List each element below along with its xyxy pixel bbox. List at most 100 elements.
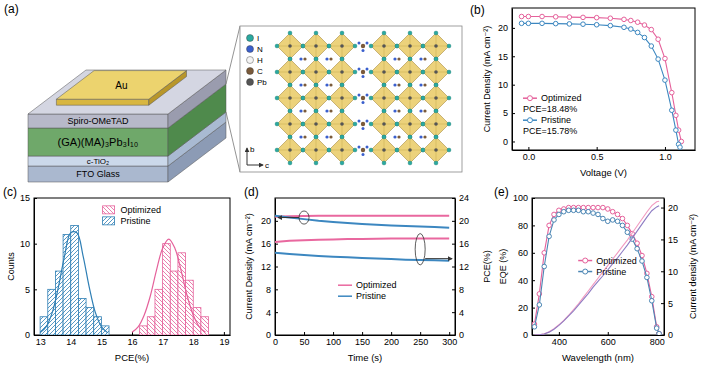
data-point — [656, 37, 661, 42]
tick-mark — [608, 332, 609, 335]
atom-i — [340, 83, 344, 87]
atom-n — [419, 109, 422, 112]
atom-i — [275, 96, 279, 100]
atom-i — [447, 122, 451, 126]
legend-label: Pristine — [356, 291, 386, 301]
legend: OptimizedPristine — [578, 256, 637, 277]
octahedron-edge — [397, 59, 423, 85]
atom-pb — [288, 148, 292, 152]
tick: 10 — [661, 267, 678, 277]
data-point — [542, 264, 547, 269]
chart: 0.00.51.005101520Voltage (V)Current Dens… — [470, 3, 696, 178]
atom-n — [366, 42, 369, 45]
tick-label: 0 — [668, 330, 673, 340]
atom-i — [275, 148, 279, 152]
tick-label: 5 — [25, 285, 30, 295]
tick-mark — [452, 312, 455, 313]
chart: 40060080002040608010005101520Wavelength … — [494, 185, 698, 363]
atom-i — [434, 135, 438, 139]
tick-label: 0.5 — [591, 152, 604, 162]
schematic: (a)FTO Glassc-TiO₂(GA)(MA)₃Pb₃I₁₀Spiro-O… — [4, 2, 462, 182]
tick-label: 16 — [261, 239, 271, 249]
octahedron — [303, 85, 329, 111]
tick-label: 24 — [459, 193, 469, 203]
atom-i — [340, 31, 344, 35]
tick-mark — [333, 332, 334, 335]
data-point — [663, 78, 668, 83]
octahedron-edge — [277, 33, 303, 59]
data-point — [596, 205, 601, 210]
atom-i — [275, 44, 279, 48]
octahedron — [303, 59, 329, 85]
tick-mark — [597, 147, 598, 150]
tick: 15 — [20, 193, 37, 203]
tick-label: 15 — [668, 235, 678, 245]
x-axis-line — [35, 335, 231, 336]
tick-label: 18 — [189, 337, 199, 347]
atom-i — [288, 135, 292, 139]
tick-mark — [559, 332, 560, 335]
atom-i — [382, 31, 386, 35]
atom-n — [299, 57, 302, 60]
data-point — [629, 27, 634, 32]
octahedron — [423, 33, 449, 59]
octahedron — [277, 137, 303, 163]
tick-label: 16 — [459, 239, 469, 249]
atom-i — [382, 109, 386, 113]
data-point — [567, 22, 572, 27]
layer-label: FTO Glass — [76, 169, 120, 179]
tick-label: 0 — [459, 330, 464, 340]
atom-i — [395, 96, 399, 100]
tick-mark — [34, 198, 37, 199]
data-point — [567, 15, 572, 20]
data-point — [557, 212, 562, 217]
atom-c — [361, 122, 365, 126]
atom-i — [353, 96, 357, 100]
tick-label: 150 — [355, 337, 370, 347]
y-axis: 020406080100 — [513, 193, 535, 340]
data-point — [605, 207, 610, 212]
tick-label: 10 — [668, 267, 678, 277]
atom-i — [447, 70, 451, 74]
layer-top — [28, 70, 226, 114]
element-label: N — [257, 45, 263, 54]
data-point — [591, 211, 596, 216]
atom-i — [382, 109, 386, 113]
legend-marker — [583, 269, 588, 274]
tick-mark — [452, 244, 455, 245]
x-axis-title: Voltage (V) — [580, 167, 627, 178]
atom-c — [423, 109, 426, 112]
x-axis: 400600800 — [533, 332, 665, 347]
atom-i — [314, 31, 318, 35]
x-axis: 0.00.51.0 — [513, 147, 696, 162]
axis-name: c — [265, 161, 269, 170]
tick-label: 200 — [384, 337, 399, 347]
atom-c — [423, 57, 426, 60]
tick: 40 — [518, 276, 535, 286]
series-line — [534, 201, 659, 335]
atom-n — [299, 109, 302, 112]
y-axis-title: Current Density (mA cm⁻²) — [482, 26, 492, 132]
atom-n — [366, 68, 369, 71]
atom-pb — [408, 96, 412, 100]
atom-i — [288, 83, 292, 87]
atom-i — [340, 83, 344, 87]
data-point — [547, 223, 552, 228]
atom-i — [421, 44, 425, 48]
atom-i — [395, 96, 399, 100]
atom-n — [393, 57, 396, 60]
legend: OptimizedPristine — [103, 205, 162, 226]
octahedron — [329, 33, 355, 59]
atom-i — [408, 57, 412, 61]
atom-i — [301, 96, 305, 100]
histogram-bar — [186, 280, 194, 335]
x-axis-title: Wavelength (nm) — [562, 352, 634, 363]
atom-i — [395, 44, 399, 48]
octahedron — [303, 111, 329, 137]
atom-pb — [408, 122, 412, 126]
octahedron — [397, 59, 423, 85]
tick-mark — [512, 85, 515, 86]
tick: 200 — [384, 332, 399, 347]
atom-c — [303, 57, 306, 60]
atom-pb — [408, 148, 412, 152]
